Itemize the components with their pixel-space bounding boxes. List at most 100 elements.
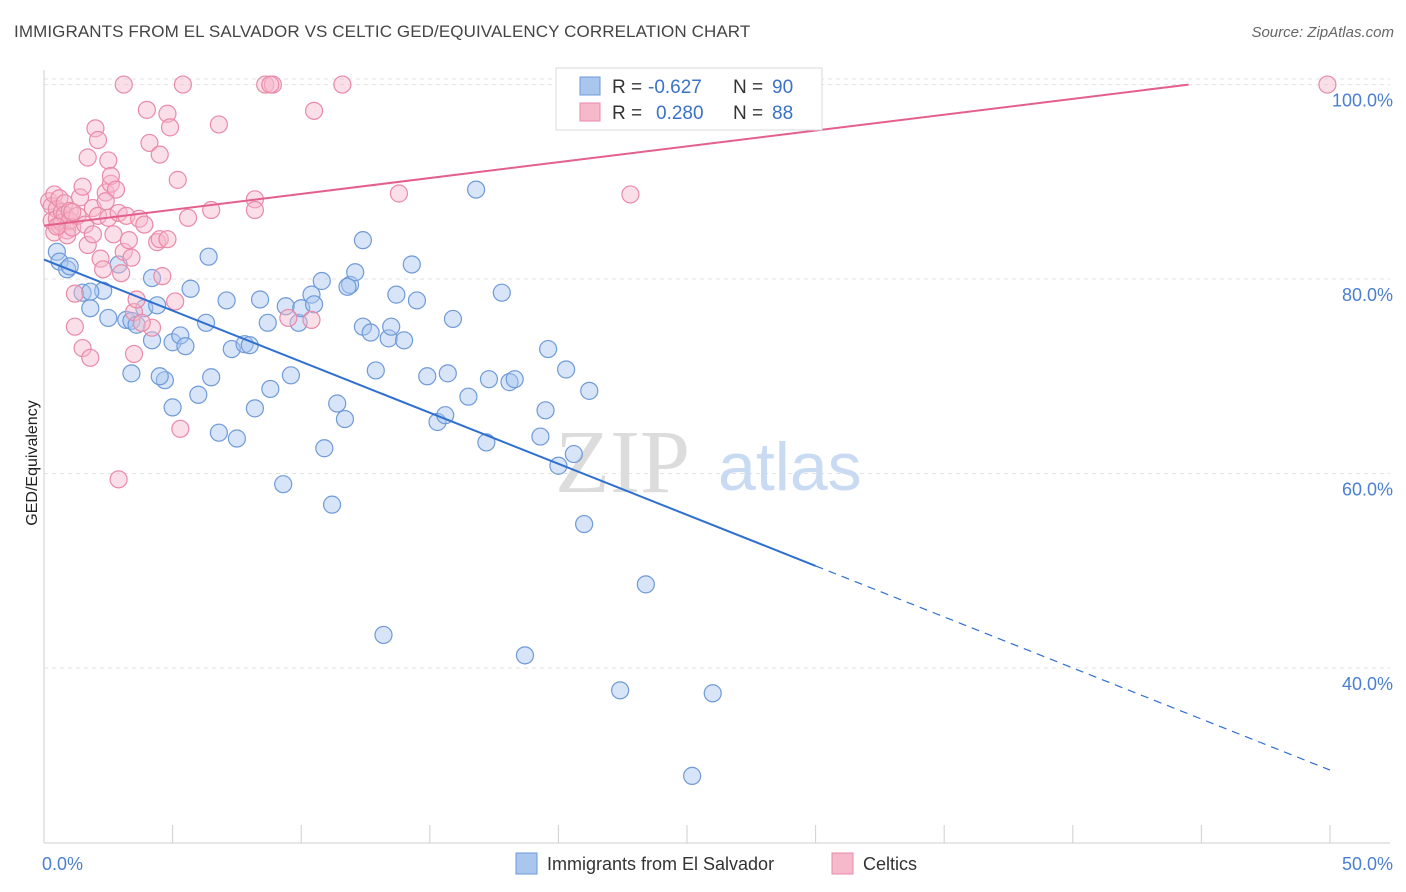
blue-point-80 [564, 444, 583, 464]
blue-point-39 [281, 366, 301, 385]
pink-point-66 [168, 170, 187, 189]
legend-r-label-1: R = [612, 77, 642, 98]
blue-point-68 [466, 180, 486, 199]
pink-point-33 [91, 249, 110, 268]
trend-line-blue [43, 258, 816, 567]
pink-point-36 [99, 151, 118, 170]
pink-point-43 [109, 470, 128, 489]
pink-point-7 [50, 189, 69, 208]
pink-point-84 [96, 192, 115, 211]
pink-point-80 [389, 184, 409, 203]
blue-point-44 [312, 271, 331, 291]
series-legend: Immigrants from El Salvador Celtics [515, 852, 917, 875]
pink-point-60 [150, 145, 169, 164]
blue-point-25 [199, 247, 218, 266]
page-title: IMMIGRANTS FROM EL SALVADOR VS CELTIC GE… [14, 22, 751, 41]
pink-point-27 [81, 348, 100, 367]
pink-point-56 [140, 133, 159, 153]
blue-point-7 [99, 308, 118, 328]
pink-point-64 [160, 118, 180, 137]
pink-point-26 [78, 148, 97, 167]
blue-point-82 [580, 381, 599, 400]
pink-point-62 [158, 104, 177, 123]
blue-point-45 [315, 439, 334, 458]
pink-point-18 [65, 284, 84, 303]
grid-lines [44, 78, 1390, 669]
pink-point-23 [73, 338, 92, 358]
blue-point-35 [258, 313, 277, 332]
trend-lines [43, 83, 1331, 771]
series-blue-points [47, 180, 722, 786]
pink-point-22 [73, 177, 92, 196]
blue-point-74 [515, 646, 535, 665]
x-tick-label-1: 50.0% [1342, 854, 1393, 874]
blue-point-11 [122, 364, 141, 383]
blue-point-87 [150, 367, 169, 386]
blue-point-66 [443, 309, 463, 329]
series-pink-points [40, 75, 1337, 489]
legend-n-value-2: 88 [772, 103, 793, 124]
blue-point-53 [361, 323, 380, 342]
watermark-atlas: atlas [718, 429, 862, 505]
pink-point-73 [245, 200, 265, 220]
pink-point-86 [47, 217, 66, 236]
blue-point-33 [245, 399, 265, 418]
pink-point-63 [158, 230, 177, 249]
pink-point-58 [148, 233, 167, 252]
source-label: Source: ZipAtlas.com [1251, 24, 1394, 41]
blue-point-30 [227, 429, 246, 448]
blue-point-65 [438, 364, 457, 383]
blue-point-85 [683, 766, 702, 786]
blue-point-38 [276, 297, 295, 316]
pink-point-79 [333, 75, 352, 94]
blue-point-21 [176, 337, 195, 356]
blue-point-43 [304, 295, 324, 314]
axes [43, 70, 1390, 844]
blue-point-28 [217, 291, 236, 310]
blue-point-37 [274, 475, 293, 494]
y-tick-label-0: 40.0% [1342, 674, 1393, 694]
pink-point-76 [279, 308, 298, 328]
trend-line-pink [43, 83, 1189, 227]
pink-point-77 [302, 310, 321, 329]
blue-point-23 [189, 385, 208, 404]
pink-point-55 [137, 100, 156, 119]
x-tick-label-0: 0.0% [42, 854, 83, 874]
pink-point-78 [304, 101, 324, 120]
blue-point-4 [73, 283, 92, 302]
blue-point-5 [81, 299, 100, 318]
pink-point-87 [132, 313, 151, 332]
pink-point-45 [114, 75, 133, 94]
blue-point-83 [611, 681, 630, 700]
pink-point-39 [101, 166, 120, 186]
y-tick-label-3: 100.0% [1332, 91, 1393, 111]
legend-swatch-pink [579, 102, 601, 122]
pink-point-38 [101, 174, 120, 193]
blue-point-22 [181, 279, 200, 298]
pink-point-61 [153, 267, 172, 286]
blue-point-18 [163, 398, 182, 417]
blue-point-58 [387, 285, 406, 304]
blue-point-50 [346, 263, 365, 282]
blue-point-84 [636, 575, 655, 594]
legend-swatch-blue [579, 76, 601, 96]
pink-point-34 [94, 260, 113, 279]
blue-point-88 [81, 282, 100, 301]
pink-point-30 [86, 119, 105, 138]
y-tick-label-2: 80.0% [1342, 285, 1393, 305]
pink-point-41 [106, 180, 126, 199]
blue-point-70 [479, 370, 499, 389]
y-axis-title: GED/Equivalency [24, 400, 41, 525]
blue-point-89 [338, 277, 357, 296]
y-tick-label-1: 60.0% [1342, 480, 1393, 500]
blue-point-56 [379, 329, 398, 348]
blue-point-9 [117, 310, 136, 329]
blue-point-86 [703, 684, 722, 703]
series-legend-swatch-pink [831, 852, 854, 875]
pink-point-74 [256, 75, 275, 94]
pink-point-65 [166, 292, 185, 311]
blue-point-24 [196, 313, 216, 332]
blue-point-54 [366, 361, 385, 380]
legend-n-value-1: 90 [772, 77, 793, 98]
